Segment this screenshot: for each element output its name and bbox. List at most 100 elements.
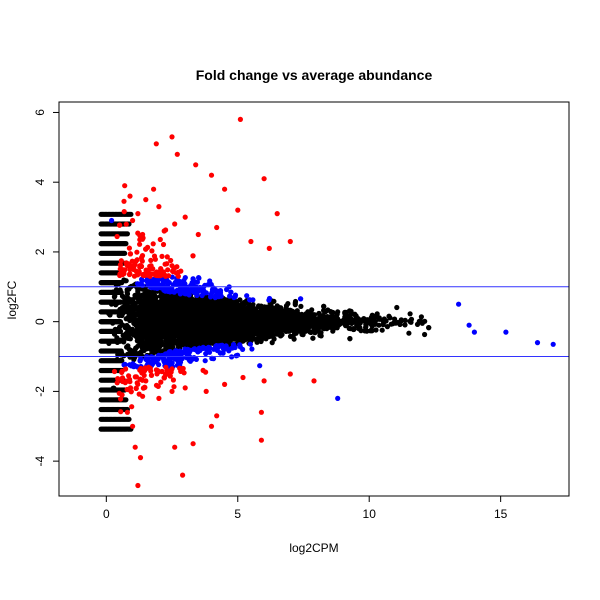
non-significant-point xyxy=(204,310,210,316)
non-significant-point xyxy=(202,336,208,342)
significant-point xyxy=(191,289,197,296)
non-significant-point xyxy=(224,319,230,325)
non-significant-point xyxy=(386,313,392,319)
y-tick-label: 0 xyxy=(33,318,47,325)
significant-high-fc-point xyxy=(129,404,135,410)
significant-high-fc-point xyxy=(114,380,120,386)
significant-high-fc-point xyxy=(169,388,175,394)
non-significant-point xyxy=(193,342,199,348)
non-significant-point xyxy=(329,322,335,328)
non-significant-point xyxy=(422,331,428,338)
non-significant-point xyxy=(152,341,158,347)
non-significant-point xyxy=(224,303,230,309)
non-significant-point xyxy=(184,308,190,314)
significant-point xyxy=(503,329,509,335)
non-significant-point xyxy=(212,323,218,329)
non-significant-point xyxy=(117,319,123,325)
significant-point xyxy=(181,278,187,284)
significant-high-fc-point xyxy=(137,376,143,382)
non-significant-point xyxy=(174,323,180,329)
significant-point xyxy=(154,283,160,289)
non-significant-point xyxy=(161,311,167,317)
non-significant-point xyxy=(125,343,131,349)
non-significant-point xyxy=(252,307,258,313)
y-tick-label: 4 xyxy=(33,179,47,186)
significant-high-fc-point xyxy=(153,141,159,147)
non-significant-point xyxy=(232,316,238,322)
non-significant-point xyxy=(119,280,125,286)
significant-high-fc-point xyxy=(121,198,127,204)
y-tick-label: 2 xyxy=(33,248,47,255)
significant-high-fc-point xyxy=(132,444,138,450)
significant-high-fc-point xyxy=(159,253,165,259)
non-significant-point xyxy=(125,335,132,341)
non-significant-point xyxy=(233,329,239,335)
x-axis-label: log2CPM xyxy=(289,541,338,555)
non-significant-point xyxy=(298,303,304,309)
significant-high-fc-point xyxy=(145,269,151,275)
x-tick-label: 0 xyxy=(103,507,110,521)
non-significant-point xyxy=(187,314,193,320)
significant-high-fc-point xyxy=(155,383,161,389)
non-significant-point xyxy=(117,309,124,315)
non-significant-point xyxy=(168,333,175,339)
non-significant-point xyxy=(140,334,146,340)
non-significant-point xyxy=(122,250,128,256)
non-significant-point xyxy=(182,325,188,331)
significant-high-fc-point xyxy=(168,257,174,264)
significant-point xyxy=(139,278,145,284)
non-significant-point xyxy=(175,313,181,319)
non-significant-point xyxy=(274,310,280,316)
non-significant-point xyxy=(406,330,412,336)
significant-point xyxy=(232,294,238,300)
non-significant-point xyxy=(373,327,379,333)
non-significant-point xyxy=(253,322,259,328)
non-significant-point xyxy=(173,338,179,344)
non-significant-point xyxy=(129,326,135,332)
non-significant-point xyxy=(121,353,127,359)
significant-point xyxy=(177,350,183,356)
significant-high-fc-point xyxy=(180,472,186,478)
non-significant-point xyxy=(348,315,354,321)
non-significant-point xyxy=(381,316,387,322)
significant-high-fc-point xyxy=(159,272,165,278)
significant-high-fc-point xyxy=(261,176,267,182)
significant-point xyxy=(202,358,208,364)
significant-high-fc-point xyxy=(157,236,163,243)
significant-point xyxy=(206,349,213,355)
plot-frame xyxy=(58,101,570,497)
non-significant-point xyxy=(146,299,152,305)
non-significant-point xyxy=(309,307,315,313)
significant-high-fc-point xyxy=(127,251,133,257)
significant-point xyxy=(127,362,133,368)
significant-high-fc-point xyxy=(150,241,156,247)
non-significant-point xyxy=(155,337,161,343)
significant-high-fc-point xyxy=(182,214,188,220)
non-significant-point xyxy=(196,313,202,319)
non-significant-point xyxy=(159,334,165,340)
non-significant-point xyxy=(122,323,128,329)
non-significant-point xyxy=(342,314,348,320)
significant-high-fc-point xyxy=(127,193,133,199)
significant-high-fc-point xyxy=(214,224,220,231)
non-significant-point xyxy=(310,335,316,341)
significant-high-fc-point xyxy=(208,423,215,429)
non-significant-point xyxy=(398,317,404,323)
significant-point xyxy=(173,348,179,354)
non-significant-point xyxy=(204,305,210,311)
significant-high-fc-point xyxy=(166,273,172,279)
non-significant-point xyxy=(357,320,363,326)
significant-point xyxy=(237,342,243,348)
non-significant-point xyxy=(169,344,175,350)
significant-high-fc-point xyxy=(287,238,293,245)
significant-high-fc-point xyxy=(143,246,149,252)
non-significant-point xyxy=(384,324,390,330)
significant-high-fc-point xyxy=(124,386,130,393)
non-significant-point xyxy=(363,323,369,329)
non-significant-point xyxy=(402,322,408,328)
non-significant-point xyxy=(118,299,124,305)
non-significant-point xyxy=(155,301,161,307)
non-significant-point xyxy=(211,328,217,334)
non-significant-point xyxy=(317,332,323,338)
